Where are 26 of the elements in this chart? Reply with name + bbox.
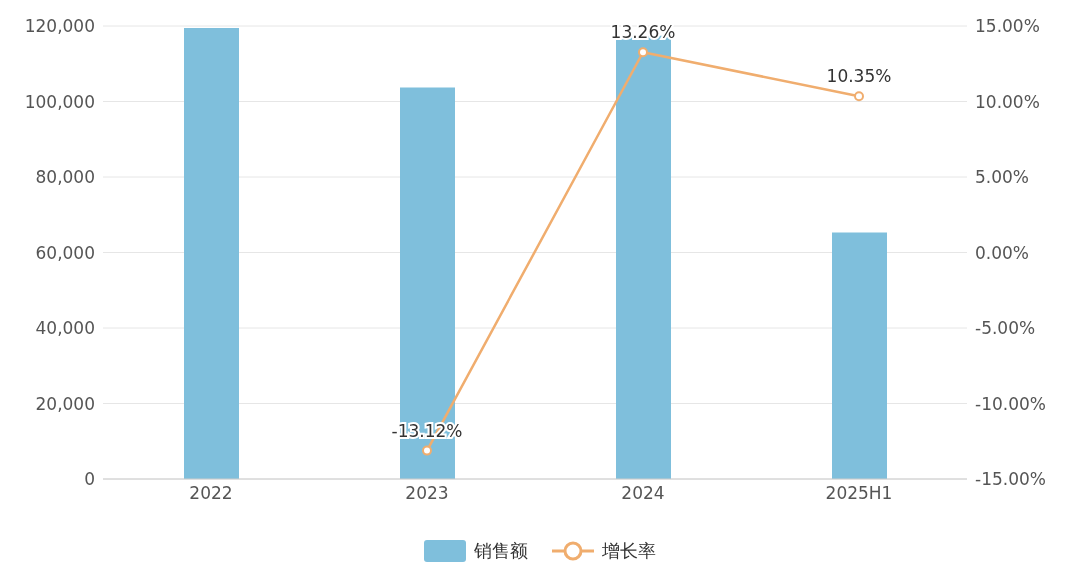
y-tick-label: 0 <box>84 469 95 490</box>
legend-label: 销售额 <box>474 539 528 563</box>
y-tick-label: 20,000 <box>35 393 95 414</box>
y-tick-label: 80,000 <box>35 167 95 188</box>
x-tick-label: 2022 <box>189 483 233 504</box>
y2-tick-label: -15.00% <box>975 469 1046 490</box>
x-tick-label: 2023 <box>405 483 449 504</box>
y2-tick-label: 15.00% <box>975 16 1040 37</box>
legend-label: 增长率 <box>602 539 656 563</box>
y2-tick-label: 5.00% <box>975 167 1030 188</box>
data-label: 10.35% <box>826 66 892 87</box>
y2-tick-label: 0.00% <box>975 242 1030 263</box>
point <box>638 47 648 58</box>
x-tick-label: 2024 <box>621 483 665 504</box>
y-tick-label: 100,000 <box>24 91 95 112</box>
bar <box>832 232 887 479</box>
y2-tick-label: -10.00% <box>975 393 1046 414</box>
x-tick-label: 2025H1 <box>825 483 893 504</box>
y-tick-label: 120,000 <box>24 16 95 37</box>
y2-tick-label: 10.00% <box>975 91 1040 112</box>
bar <box>184 27 239 479</box>
point <box>422 445 432 456</box>
y-tick-label: 40,000 <box>35 318 95 339</box>
y2-tick-label: -5.00% <box>975 318 1036 339</box>
point <box>854 91 864 102</box>
y-tick-label: 60,000 <box>35 242 95 263</box>
